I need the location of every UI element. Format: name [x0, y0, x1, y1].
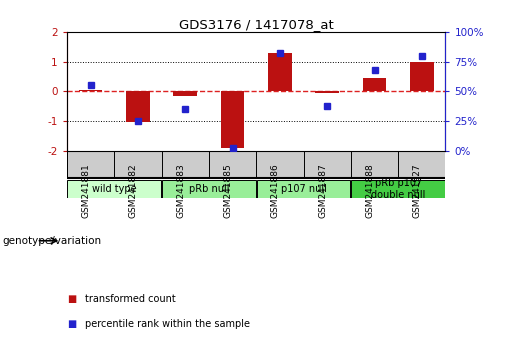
Text: GSM241927: GSM241927 [413, 164, 422, 218]
Bar [221, 91, 245, 148]
Title: GDS3176 / 1417078_at: GDS3176 / 1417078_at [179, 18, 334, 31]
Bar [126, 91, 150, 122]
Text: GSM241888: GSM241888 [366, 164, 374, 218]
Bar [67, 180, 161, 198]
Bar [174, 91, 197, 96]
Bar [67, 151, 445, 178]
Bar [79, 90, 102, 91]
Text: wild type: wild type [92, 184, 136, 194]
Text: genotype/variation: genotype/variation [3, 236, 101, 246]
Text: GSM241887: GSM241887 [318, 164, 327, 218]
Bar [268, 53, 291, 91]
Text: pRb p107
double null: pRb p107 double null [371, 178, 425, 200]
Bar [410, 62, 434, 91]
Text: transformed count: transformed count [85, 294, 176, 304]
Text: GSM241885: GSM241885 [224, 164, 233, 218]
Bar [162, 180, 256, 198]
Text: pRb null: pRb null [188, 184, 229, 194]
Text: percentile rank within the sample: percentile rank within the sample [85, 319, 250, 329]
Bar [256, 180, 350, 198]
Text: p107 null: p107 null [281, 184, 327, 194]
Bar [363, 78, 386, 91]
Bar [351, 180, 445, 198]
Text: GSM241881: GSM241881 [81, 164, 91, 218]
Text: GSM241882: GSM241882 [129, 164, 138, 218]
Text: GSM241883: GSM241883 [176, 164, 185, 218]
Bar [315, 91, 339, 93]
Text: ■: ■ [67, 319, 76, 329]
Text: ■: ■ [67, 294, 76, 304]
Text: GSM241886: GSM241886 [271, 164, 280, 218]
